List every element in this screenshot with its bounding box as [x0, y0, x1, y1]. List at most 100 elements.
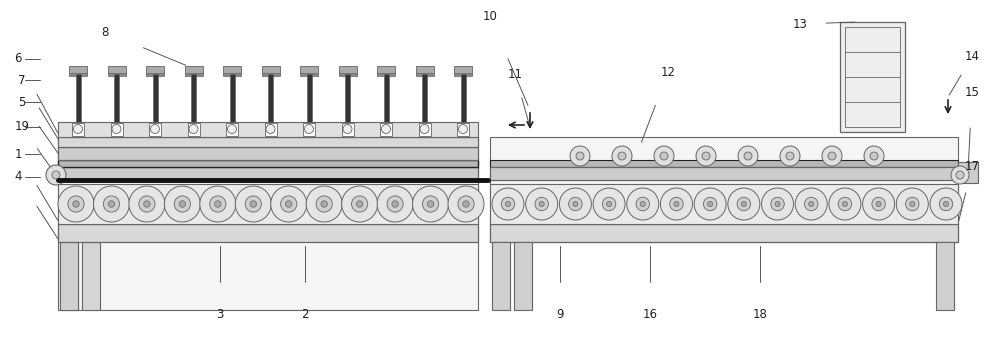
Bar	[262, 66, 280, 74]
Circle shape	[392, 201, 398, 207]
Bar	[262, 73, 280, 76]
Circle shape	[526, 188, 558, 220]
Bar	[268, 74, 273, 122]
Bar	[840, 22, 905, 132]
Bar	[58, 147, 478, 160]
Bar	[306, 74, 312, 122]
Bar	[58, 137, 478, 147]
Circle shape	[795, 188, 827, 220]
Circle shape	[780, 146, 800, 166]
Circle shape	[612, 146, 632, 166]
Bar	[845, 27, 900, 127]
Circle shape	[74, 124, 82, 133]
Circle shape	[956, 171, 964, 179]
Bar	[454, 66, 472, 74]
Circle shape	[627, 188, 659, 220]
Circle shape	[129, 186, 165, 222]
Bar	[76, 74, 80, 122]
Bar	[936, 242, 954, 310]
Circle shape	[228, 124, 237, 133]
Circle shape	[786, 152, 794, 160]
Text: 15: 15	[965, 86, 979, 98]
Bar	[490, 137, 958, 242]
Circle shape	[52, 171, 60, 179]
Text: 16: 16	[642, 307, 658, 320]
Text: 6: 6	[14, 53, 22, 66]
Circle shape	[708, 201, 713, 207]
Bar	[188, 123, 200, 136]
Circle shape	[559, 188, 591, 220]
Bar	[418, 123, 430, 136]
Circle shape	[864, 146, 884, 166]
Bar	[58, 160, 478, 167]
Circle shape	[316, 196, 332, 212]
Circle shape	[762, 188, 794, 220]
Circle shape	[304, 124, 314, 133]
Circle shape	[738, 146, 758, 166]
Circle shape	[68, 196, 84, 212]
Circle shape	[539, 201, 544, 207]
Text: 10: 10	[483, 11, 497, 24]
Circle shape	[654, 146, 674, 166]
Bar	[58, 137, 478, 310]
Circle shape	[103, 196, 120, 212]
Bar	[384, 74, 388, 122]
Bar	[490, 160, 958, 167]
Text: 9: 9	[556, 307, 564, 320]
Circle shape	[703, 197, 717, 211]
Bar	[226, 123, 238, 136]
Circle shape	[492, 188, 524, 220]
Bar	[58, 167, 478, 180]
Text: 11: 11	[508, 67, 522, 80]
Circle shape	[266, 124, 275, 133]
Circle shape	[828, 152, 836, 160]
Circle shape	[640, 201, 645, 207]
Circle shape	[285, 201, 292, 207]
Bar	[114, 74, 119, 122]
Circle shape	[943, 201, 949, 207]
Circle shape	[427, 201, 434, 207]
Bar	[58, 122, 478, 137]
Circle shape	[501, 197, 515, 211]
Circle shape	[93, 186, 129, 222]
Circle shape	[535, 197, 548, 211]
Bar	[416, 66, 434, 74]
Circle shape	[809, 201, 814, 207]
Text: 14: 14	[964, 51, 980, 64]
Bar	[338, 66, 356, 74]
Circle shape	[189, 124, 198, 133]
Circle shape	[321, 201, 327, 207]
Circle shape	[377, 186, 413, 222]
Text: 5: 5	[18, 95, 26, 108]
Circle shape	[235, 186, 271, 222]
Circle shape	[108, 201, 115, 207]
Text: 13: 13	[793, 17, 807, 30]
Circle shape	[660, 188, 692, 220]
Text: 7: 7	[18, 74, 26, 87]
Bar	[146, 73, 164, 76]
Circle shape	[694, 188, 726, 220]
Circle shape	[636, 197, 649, 211]
Circle shape	[306, 186, 342, 222]
Bar	[152, 74, 158, 122]
Bar	[69, 73, 87, 76]
Bar	[454, 73, 472, 76]
Circle shape	[144, 201, 150, 207]
Text: 18: 18	[753, 307, 767, 320]
Bar	[342, 123, 354, 136]
Circle shape	[422, 196, 439, 212]
Circle shape	[281, 196, 297, 212]
Circle shape	[607, 201, 612, 207]
Bar	[191, 74, 196, 122]
Circle shape	[458, 196, 474, 212]
Circle shape	[448, 186, 484, 222]
Bar	[230, 74, 234, 122]
Circle shape	[906, 197, 919, 211]
Circle shape	[702, 152, 710, 160]
Circle shape	[413, 186, 449, 222]
Circle shape	[829, 188, 861, 220]
Circle shape	[842, 201, 847, 207]
Circle shape	[200, 186, 236, 222]
Bar	[60, 242, 78, 310]
Circle shape	[576, 152, 584, 160]
